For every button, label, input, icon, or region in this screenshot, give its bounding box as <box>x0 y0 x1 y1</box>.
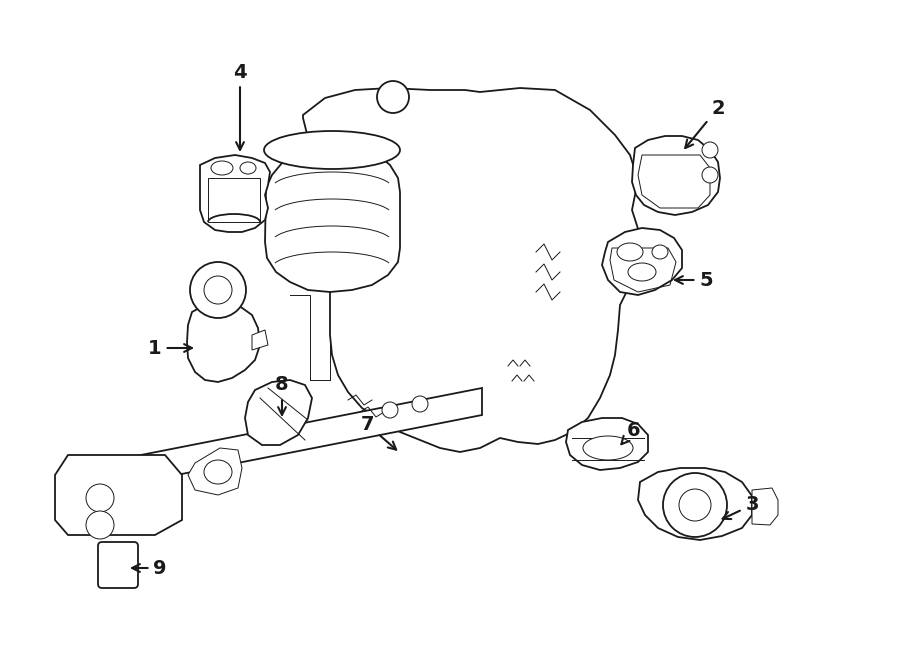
Polygon shape <box>252 330 268 350</box>
Text: 8: 8 <box>275 375 289 415</box>
Ellipse shape <box>617 243 643 261</box>
Ellipse shape <box>264 131 400 169</box>
Polygon shape <box>566 418 648 470</box>
Circle shape <box>190 262 246 318</box>
FancyBboxPatch shape <box>98 542 138 588</box>
Ellipse shape <box>204 460 232 484</box>
Circle shape <box>382 402 398 418</box>
Polygon shape <box>632 136 720 215</box>
Ellipse shape <box>583 436 633 460</box>
Text: 9: 9 <box>132 559 166 578</box>
Ellipse shape <box>628 263 656 281</box>
Text: 1: 1 <box>148 338 192 358</box>
Circle shape <box>412 396 428 412</box>
Polygon shape <box>187 302 260 382</box>
Text: 4: 4 <box>233 63 247 150</box>
Polygon shape <box>188 448 242 495</box>
Polygon shape <box>245 380 312 445</box>
Circle shape <box>204 276 232 304</box>
Text: 6: 6 <box>621 420 641 444</box>
Circle shape <box>86 511 114 539</box>
Circle shape <box>663 473 727 537</box>
Polygon shape <box>265 146 400 292</box>
Ellipse shape <box>240 162 256 174</box>
Circle shape <box>86 484 114 512</box>
Text: 5: 5 <box>675 270 713 290</box>
Polygon shape <box>752 488 778 525</box>
Polygon shape <box>90 388 482 492</box>
Ellipse shape <box>211 161 233 175</box>
Polygon shape <box>55 455 182 535</box>
Circle shape <box>702 167 718 183</box>
Circle shape <box>702 142 718 158</box>
Polygon shape <box>602 228 682 295</box>
Circle shape <box>679 489 711 521</box>
Text: 2: 2 <box>685 98 724 148</box>
Ellipse shape <box>652 245 668 259</box>
Polygon shape <box>638 468 752 540</box>
Text: 3: 3 <box>723 496 759 519</box>
Polygon shape <box>200 155 270 232</box>
Text: 7: 7 <box>361 416 396 449</box>
Circle shape <box>377 81 409 113</box>
Polygon shape <box>303 88 640 452</box>
